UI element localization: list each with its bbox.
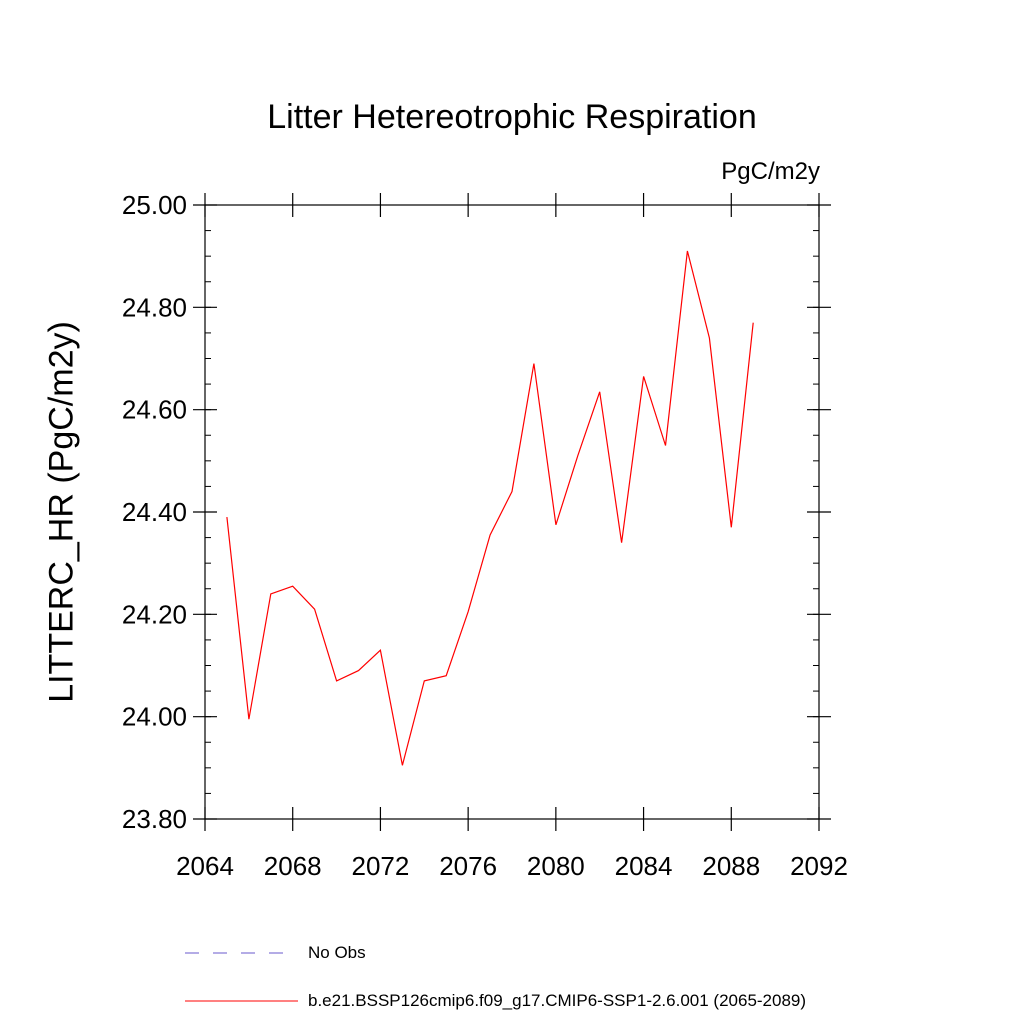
legend-label-no-obs: No Obs [308,943,366,962]
y-tick-label: 24.20 [122,599,187,629]
x-tick-label: 2088 [702,851,760,881]
y-tick-label: 25.00 [122,190,187,220]
legend-label-series: b.e21.BSSP126cmip6.f09_g17.CMIP6-SSP1-2.… [308,991,807,1010]
y-tick-label: 23.80 [122,804,187,834]
x-tick-label: 2084 [615,851,673,881]
x-tick-label: 2068 [264,851,322,881]
x-tick-label: 2064 [176,851,234,881]
x-tick-label: 2076 [439,851,497,881]
y-tick-label: 24.00 [122,702,187,732]
y-tick-label: 24.80 [122,292,187,322]
y-tick-label: 24.60 [122,395,187,425]
x-tick-label: 2072 [352,851,410,881]
x-tick-label: 2092 [790,851,848,881]
units-label: PgC/m2y [721,158,820,185]
y-tick-label: 24.40 [122,497,187,527]
series-line [226,250,754,766]
plot-frame [204,204,820,820]
chart-title: Litter Hetereotrophic Respiration [267,98,757,136]
x-tick-label: 2080 [527,851,585,881]
